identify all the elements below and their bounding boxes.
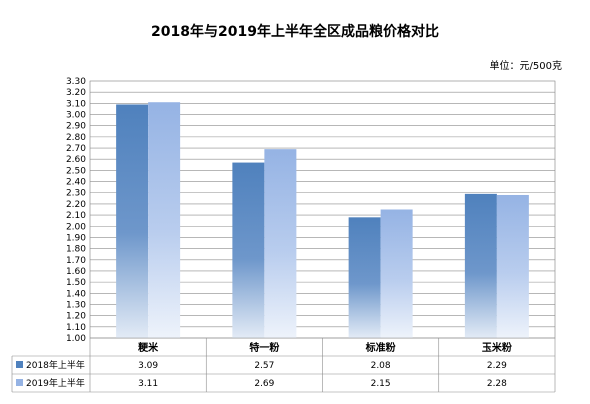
legend-key-2019 bbox=[16, 379, 23, 386]
y-tick-label: 2.50 bbox=[66, 166, 86, 176]
y-tick-label: 3.30 bbox=[66, 77, 86, 87]
y-tick-label: 1.60 bbox=[66, 267, 86, 277]
y-tick-label: 2.70 bbox=[66, 144, 86, 154]
y-tick-label: 1.90 bbox=[66, 233, 86, 243]
data-table-value: 2.08 bbox=[371, 361, 391, 371]
y-tick-label: 2.00 bbox=[66, 222, 86, 232]
bar-2019-0 bbox=[148, 102, 181, 338]
bars bbox=[116, 102, 529, 339]
data-table-value: 2.15 bbox=[371, 379, 391, 389]
y-tick-label: 1.50 bbox=[66, 278, 86, 288]
y-tick-label: 1.30 bbox=[66, 300, 86, 310]
y-tick-label: 2.10 bbox=[66, 211, 86, 221]
bar-2018-3 bbox=[464, 193, 497, 338]
bar-2018-1 bbox=[232, 162, 265, 338]
y-tick-label: 3.00 bbox=[66, 111, 86, 121]
data-table-value: 2.57 bbox=[254, 361, 274, 371]
y-tick-label: 3.20 bbox=[66, 88, 86, 98]
y-tick-label: 1.10 bbox=[66, 323, 86, 333]
data-table: 粳米 特一粉 标准粉 玉米粉 2018年上半年 3.09 2.57 2.08 2.29 2019年… bbox=[11, 337, 556, 393]
legend-label: 2019年上半年 bbox=[26, 377, 85, 389]
y-tick-label: 1.80 bbox=[66, 245, 86, 255]
data-table-value: 2.28 bbox=[487, 379, 507, 389]
y-tick-label: 2.80 bbox=[66, 133, 86, 143]
bar-2019-1 bbox=[264, 149, 297, 338]
bar-2019-2 bbox=[380, 209, 413, 338]
y-tick-label: 1.00 bbox=[66, 334, 86, 344]
y-tick-label: 2.40 bbox=[66, 178, 86, 188]
data-table-value: 2.29 bbox=[487, 361, 507, 371]
data-table-value: 2.69 bbox=[254, 379, 274, 389]
y-tick-label: 1.70 bbox=[66, 256, 86, 266]
y-tick-label: 2.90 bbox=[66, 122, 86, 132]
y-tick-label: 1.20 bbox=[66, 312, 86, 322]
legend-label: 2018年上半年 bbox=[26, 359, 85, 371]
y-tick-label: 3.10 bbox=[66, 99, 86, 109]
category-label: 特一粉 bbox=[249, 341, 279, 354]
y-tick-label: 2.30 bbox=[66, 189, 86, 199]
y-tick-label: 2.20 bbox=[66, 200, 86, 210]
data-table-value: 3.09 bbox=[138, 361, 158, 371]
bar-2018-2 bbox=[348, 217, 381, 338]
data-table-value: 3.11 bbox=[138, 379, 158, 389]
category-label: 玉米粉 bbox=[482, 341, 512, 354]
category-label: 粳米 bbox=[137, 341, 159, 354]
legend-key-2018 bbox=[16, 361, 23, 368]
chart-title: 2018年与2019年上半年全区成品粮价格对比 bbox=[151, 23, 439, 40]
bar-2018-0 bbox=[116, 104, 149, 339]
bar-2019-3 bbox=[496, 194, 529, 338]
y-axis-ticks: 3.303.203.10 3.002.902.802.702.602.50 2.40… bbox=[66, 77, 86, 344]
unit-label: 单位：元/500克 bbox=[490, 59, 562, 72]
y-tick-label: 1.40 bbox=[66, 289, 86, 299]
y-tick-label: 2.60 bbox=[66, 155, 86, 165]
category-label: 标准粉 bbox=[365, 341, 396, 354]
